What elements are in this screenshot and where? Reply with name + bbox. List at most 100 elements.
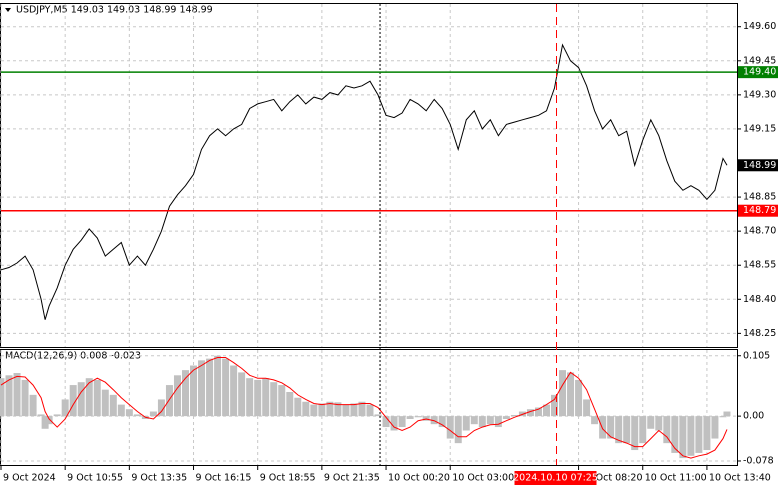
macd-bar — [695, 416, 703, 453]
macd-bar — [29, 394, 37, 417]
macd-bar — [125, 409, 133, 417]
macd-bar — [559, 370, 567, 417]
macd-bar — [486, 416, 494, 425]
macd-bar — [567, 372, 575, 417]
macd-bar — [302, 401, 310, 417]
macd-bar — [278, 385, 286, 417]
macd-bar — [575, 379, 583, 417]
x-tick-label: 10 Oct 13:40 — [709, 473, 771, 484]
macd-bar — [430, 416, 438, 425]
macd-bar — [21, 379, 29, 417]
macd-bar — [286, 391, 294, 417]
panel-menu-arrow[interactable] — [5, 8, 11, 12]
macd-bar — [502, 416, 510, 419]
y-tick-label: 149.30 — [743, 89, 776, 100]
level-label-box — [738, 66, 778, 79]
macd-bar — [294, 397, 302, 417]
price-line — [0, 43, 728, 320]
macd-bar — [350, 403, 358, 417]
macd-bar — [631, 416, 639, 451]
macd-bar — [446, 416, 454, 439]
macd-bar — [157, 399, 165, 417]
macd-bar — [69, 385, 77, 417]
macd-bar — [679, 416, 687, 459]
macd-bar — [526, 409, 534, 417]
price-panel — [0, 3, 738, 348]
macd-bar — [270, 382, 278, 417]
macd-bar — [334, 402, 342, 417]
macd-bar — [358, 401, 366, 417]
macd-bar — [318, 403, 326, 417]
crosshair-label-box — [514, 471, 597, 485]
macd-bar — [190, 365, 198, 417]
macd-bar — [518, 411, 526, 417]
macd-bar — [214, 355, 222, 417]
macd-bar — [342, 404, 350, 417]
macd-bar — [655, 416, 663, 431]
macd-bar — [542, 404, 550, 417]
x-tick-label: 9 Oct 16:15 — [196, 473, 252, 484]
y-tick-label: 148.70 — [743, 226, 776, 237]
macd-bar — [93, 379, 101, 417]
macd-bar — [607, 416, 615, 439]
x-tick-label: 9 Oct 10:55 — [67, 473, 123, 484]
macd-bar — [534, 407, 542, 417]
macd-bar — [326, 401, 334, 417]
macd-bar — [671, 416, 679, 453]
x-tick-label: 10 Oct 03:00 — [452, 473, 514, 484]
macd-bar — [647, 416, 655, 429]
x-tick-label: 9 Oct 21:35 — [324, 473, 380, 484]
macd-bar — [53, 414, 61, 417]
macd-bar — [583, 399, 591, 417]
level-label: 148.79 — [743, 205, 776, 216]
x-tick-label: 10 Oct 11:00 — [645, 473, 707, 484]
macd-bar — [615, 416, 623, 444]
macd-bar — [45, 416, 53, 425]
macd-bar — [687, 416, 695, 456]
signal-line — [0, 357, 728, 459]
y-tick-label: 148.85 — [743, 192, 776, 203]
x-tick-label: 10 Oct 08:20 — [581, 473, 643, 484]
macd-bar — [246, 378, 254, 417]
macd-bar — [711, 416, 719, 439]
last-price-box — [738, 159, 778, 172]
macd-bar — [254, 379, 262, 417]
macd-bar — [109, 394, 117, 417]
macd-bar — [703, 416, 711, 451]
macd-bar — [0, 378, 5, 417]
macd-bar — [222, 358, 230, 417]
macd-bar — [198, 360, 206, 417]
macd-bar — [182, 370, 190, 417]
x-tick-label: 10 Oct 00:20 — [388, 473, 450, 484]
level-label-box — [738, 204, 778, 217]
macd-bar — [639, 416, 647, 444]
y-tick-label: 149.60 — [743, 21, 776, 32]
macd-bar — [663, 416, 671, 444]
macd-bar — [470, 416, 478, 425]
macd-bar — [719, 416, 727, 418]
macd-bar — [117, 404, 125, 417]
macd-bar — [165, 385, 173, 417]
y-tick-label: 148.55 — [743, 260, 776, 271]
level-label: 149.40 — [743, 67, 776, 78]
macd-bar — [173, 375, 181, 417]
macd-bar — [41, 416, 49, 429]
macd-bar — [133, 414, 141, 417]
macd-bar — [599, 416, 607, 439]
macd-bar — [238, 372, 246, 417]
macd-bar — [149, 411, 157, 417]
macd-bar — [723, 411, 731, 417]
macd-bar — [406, 416, 414, 419]
macd-bar — [414, 416, 422, 418]
macd-bar — [438, 416, 446, 428]
macd-bar — [366, 404, 374, 417]
macd-bar — [390, 416, 398, 431]
macd-bar — [37, 414, 45, 417]
macd-bar — [310, 404, 318, 417]
macd-bar — [510, 414, 518, 417]
y-tick-label: 0.105 — [743, 350, 770, 361]
macd-bar — [374, 414, 382, 417]
macd-bar — [551, 394, 559, 417]
y-tick-label: 148.40 — [743, 294, 776, 305]
